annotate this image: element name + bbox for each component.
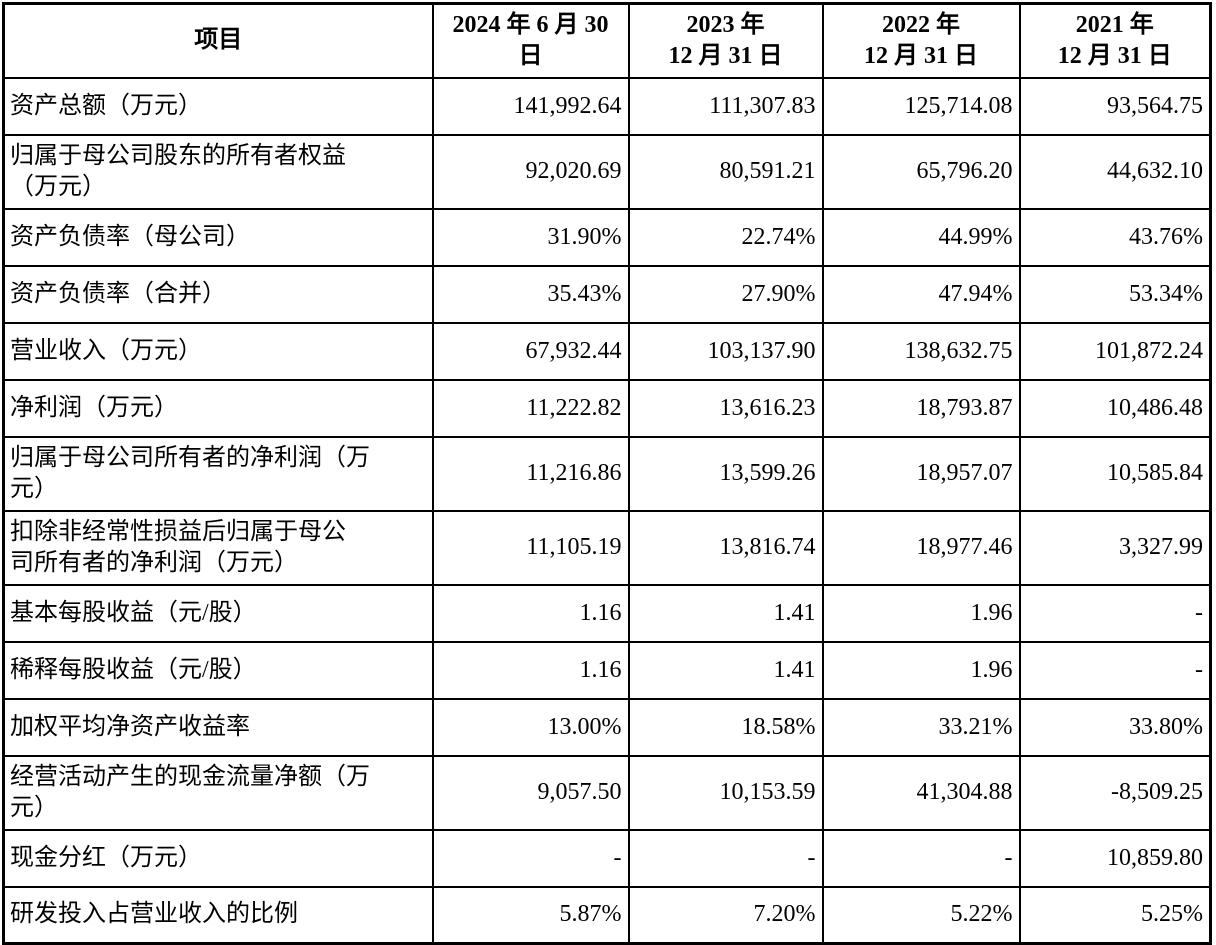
cell-value: 80,591.21 xyxy=(627,133,824,210)
cell-value: 41,304.88 xyxy=(821,754,1021,831)
row-item-label: 资产负债率（母公司） xyxy=(2,207,434,267)
cell-value: 111,307.83 xyxy=(627,76,824,136)
cell-value: 1.16 xyxy=(431,640,630,700)
cell-value: 13.00% xyxy=(431,697,630,757)
cell-value: 5.25% xyxy=(1018,885,1212,945)
cell-value: 10,585.84 xyxy=(1018,435,1212,512)
period-column-header: 2022 年 12 月 31 日 xyxy=(821,2,1021,79)
table-row: 资产负债率（合并） 35.43% 27.90% 47.94% 53.34% xyxy=(2,264,1212,324)
table-body: 资产总额（万元） 141,992.64 111,307.83 125,714.08 93… xyxy=(2,76,1212,945)
row-item-label: 归属于母公司所有者的净利润（万 元） xyxy=(2,435,434,512)
cell-value: 5.22% xyxy=(821,885,1021,945)
cell-value: 13,816.74 xyxy=(627,509,824,586)
row-item-label: 扣除非经常性损益后归属于母公 司所有者的净利润（万元） xyxy=(2,509,434,586)
cell-value: -8,509.25 xyxy=(1018,754,1212,831)
table-row: 归属于母公司所有者的净利润（万 元） 11,216.86 13,599.26 18,9… xyxy=(2,435,1212,512)
cell-value: 7.20% xyxy=(627,885,824,945)
row-item-label: 资产负债率（合并） xyxy=(2,264,434,324)
cell-value: 1.96 xyxy=(821,583,1021,643)
row-item-label: 净利润（万元） xyxy=(2,378,434,438)
cell-value: 125,714.08 xyxy=(821,76,1021,136)
cell-value: 43.76% xyxy=(1018,207,1212,267)
cell-value: 11,105.19 xyxy=(431,509,630,586)
cell-value: 13,616.23 xyxy=(627,378,824,438)
row-item-label: 归属于母公司股东的所有者权益 （万元） xyxy=(2,133,434,210)
cell-value: 35.43% xyxy=(431,264,630,324)
row-item-label: 研发投入占营业收入的比例 xyxy=(2,885,434,945)
table-row: 加权平均净资产收益率 13.00% 18.58% 33.21% 33.80% xyxy=(2,697,1212,757)
cell-value: 18,957.07 xyxy=(821,435,1021,512)
cell-value: 18,977.46 xyxy=(821,509,1021,586)
cell-value: 101,872.24 xyxy=(1018,321,1212,381)
table-row: 基本每股收益（元/股） 1.16 1.41 1.96- xyxy=(2,583,1212,643)
cell-value: 44,632.10 xyxy=(1018,133,1212,210)
cell-value: - xyxy=(821,828,1021,888)
table-row: 现金分红（万元） - - -10,859.80 xyxy=(2,828,1212,888)
cell-value: 65,796.20 xyxy=(821,133,1021,210)
cell-value: 31.90% xyxy=(431,207,630,267)
cell-value: 10,859.80 xyxy=(1018,828,1212,888)
row-item-label: 经营活动产生的现金流量净额（万 元） xyxy=(2,754,434,831)
period-column-header: 2023 年 12 月 31 日 xyxy=(627,2,824,79)
row-item-label: 现金分红（万元） xyxy=(2,828,434,888)
row-item-label: 稀释每股收益（元/股） xyxy=(2,640,434,700)
cell-value: 27.90% xyxy=(627,264,824,324)
row-item-label: 营业收入（万元） xyxy=(2,321,434,381)
row-item-label: 基本每股收益（元/股） xyxy=(2,583,434,643)
table-row: 净利润（万元） 11,222.82 13,616.23 18,793.87 10,486… xyxy=(2,378,1212,438)
cell-value: 44.99% xyxy=(821,207,1021,267)
cell-value: 33.80% xyxy=(1018,697,1212,757)
cell-value: 1.96 xyxy=(821,640,1021,700)
cell-value: 47.94% xyxy=(821,264,1021,324)
cell-value: 5.87% xyxy=(431,885,630,945)
cell-value: - xyxy=(431,828,630,888)
cell-value: 93,564.75 xyxy=(1018,76,1212,136)
cell-value: 103,137.90 xyxy=(627,321,824,381)
cell-value: 18.58% xyxy=(627,697,824,757)
table-row: 营业收入（万元） 67,932.44 103,137.90 138,632.75 101… xyxy=(2,321,1212,381)
cell-value: - xyxy=(1018,640,1212,700)
cell-value: 9,057.50 xyxy=(431,754,630,831)
cell-value: 67,932.44 xyxy=(431,321,630,381)
table-row: 稀释每股收益（元/股） 1.16 1.41 1.96- xyxy=(2,640,1212,700)
cell-value: 1.41 xyxy=(627,583,824,643)
row-item-label: 资产总额（万元） xyxy=(2,76,434,136)
cell-value: 141,992.64 xyxy=(431,76,630,136)
period-column-header: 2021 年 12 月 31 日 xyxy=(1018,2,1212,79)
cell-value: 22.74% xyxy=(627,207,824,267)
header-row: 项目 2024 年 6 月 30 日 2023 年 12 月 31 日 2022 年 … xyxy=(2,2,1212,79)
cell-value: 18,793.87 xyxy=(821,378,1021,438)
cell-value: 138,632.75 xyxy=(821,321,1021,381)
table-row: 资产负债率（母公司） 31.90% 22.74% 44.99% 43.76% xyxy=(2,207,1212,267)
cell-value: 53.34% xyxy=(1018,264,1212,324)
item-column-header: 项目 xyxy=(2,2,434,79)
cell-value: 33.21% xyxy=(821,697,1021,757)
cell-value: 11,216.86 xyxy=(431,435,630,512)
table-head: 项目 2024 年 6 月 30 日 2023 年 12 月 31 日 2022 年 … xyxy=(2,2,1212,79)
table-row: 经营活动产生的现金流量净额（万 元） 9,057.50 10,153.59 41,30… xyxy=(2,754,1212,831)
cell-value: - xyxy=(1018,583,1212,643)
cell-value: 10,486.48 xyxy=(1018,378,1212,438)
cell-value: - xyxy=(627,828,824,888)
cell-value: 13,599.26 xyxy=(627,435,824,512)
table-row: 归属于母公司股东的所有者权益 （万元） 92,020.69 80,591.21 65,… xyxy=(2,133,1212,210)
table-row: 资产总额（万元） 141,992.64 111,307.83 125,714.08 93… xyxy=(2,76,1212,136)
cell-value: 1.41 xyxy=(627,640,824,700)
cell-value: 10,153.59 xyxy=(627,754,824,831)
cell-value: 1.16 xyxy=(431,583,630,643)
period-column-header: 2024 年 6 月 30 日 xyxy=(431,2,630,79)
table-row: 扣除非经常性损益后归属于母公 司所有者的净利润（万元） 11,105.19 13,8… xyxy=(2,509,1212,586)
table-row: 研发投入占营业收入的比例 5.87% 7.20% 5.22% 5.25% xyxy=(2,885,1212,945)
row-item-label: 加权平均净资产收益率 xyxy=(2,697,434,757)
cell-value: 3,327.99 xyxy=(1018,509,1212,586)
cell-value: 11,222.82 xyxy=(431,378,630,438)
cell-value: 92,020.69 xyxy=(431,133,630,210)
